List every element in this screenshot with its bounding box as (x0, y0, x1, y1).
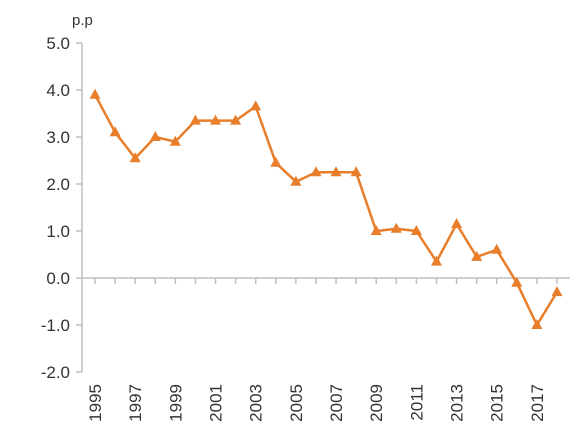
data-point-marker (250, 100, 262, 111)
data-point-marker (169, 135, 181, 146)
y-tick-label: -1.0 (41, 316, 70, 335)
data-point-marker (531, 319, 543, 329)
axes: 5.0 4.0 3.0 2.0 1.0 0.0 -1.0 -2.0 1995 1997 1999 2… (41, 34, 570, 422)
data-point-marker (189, 114, 201, 125)
data-point-marker (149, 131, 161, 141)
data-point-marker (370, 225, 382, 235)
y-unit-label: p.p (72, 12, 93, 29)
y-tick-label: 4.0 (46, 81, 70, 100)
series-group (89, 88, 563, 329)
x-tick-label: 2007 (327, 384, 346, 422)
y-tick-label: 0.0 (46, 269, 70, 288)
data-point-marker (431, 255, 442, 266)
data-point-marker (511, 276, 523, 287)
data-point-marker (390, 222, 402, 233)
x-tick-label: 2003 (247, 384, 266, 422)
data-point-marker (410, 225, 422, 235)
y-tick-label: 5.0 (46, 34, 70, 53)
data-point-marker (310, 166, 322, 177)
x-tick-label: 2009 (367, 384, 386, 422)
x-tick-label: 2015 (488, 384, 507, 422)
x-tick-label: 1997 (126, 384, 145, 422)
y-tick-label: 3.0 (46, 128, 70, 147)
x-tick-label: 2013 (448, 384, 467, 422)
data-point-marker (350, 166, 362, 177)
y-tick-label: 1.0 (46, 222, 70, 241)
data-point-marker (330, 166, 342, 177)
x-tick-label: 2017 (528, 384, 547, 422)
data-point-marker (491, 243, 503, 254)
data-point-marker (451, 218, 463, 228)
series-line (93, 94, 559, 327)
x-tick-label: 2001 (207, 384, 226, 422)
x-ticks: 1995 1997 1999 2001 2003 2005 2007 2009 2011 2013… (86, 278, 558, 422)
y-tick-label: 2.0 (46, 175, 70, 194)
data-point-marker (129, 152, 141, 163)
y-tick-label: -2.0 (41, 363, 70, 382)
data-point-marker (551, 286, 563, 297)
x-tick-label: 2011 (407, 384, 426, 421)
data-point-marker (109, 126, 121, 137)
data-point-marker (471, 250, 483, 261)
data-point-marker (270, 156, 282, 167)
data-point-marker (230, 114, 242, 125)
data-point-marker (290, 175, 302, 186)
data-point-marker (89, 88, 101, 99)
y-ticks: 5.0 4.0 3.0 2.0 1.0 0.0 -1.0 -2.0 (41, 34, 82, 382)
x-tick-label: 2005 (287, 384, 306, 422)
data-point-marker (210, 114, 221, 125)
x-tick-label: 1995 (86, 384, 105, 422)
x-tick-label: 1999 (166, 384, 185, 422)
